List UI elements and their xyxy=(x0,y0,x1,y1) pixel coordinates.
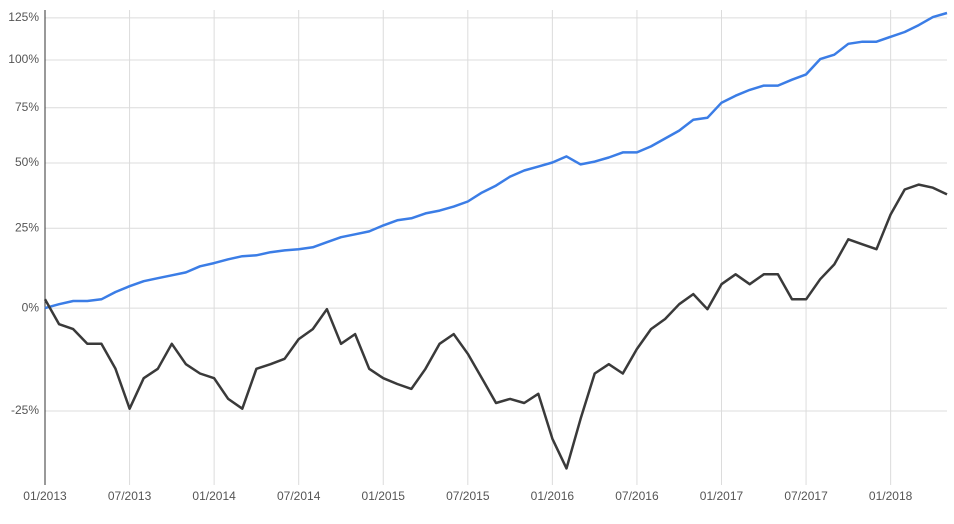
series-line xyxy=(44,11,948,310)
x-tick-label: 07/2017 xyxy=(784,489,828,503)
x-tick-label: 01/2017 xyxy=(700,489,744,503)
y-tick-label: 25% xyxy=(15,220,39,234)
x-tick-label: 01/2014 xyxy=(192,489,236,503)
x-tick-label: 07/2016 xyxy=(615,489,659,503)
y-tick-label: -25% xyxy=(11,403,39,417)
y-tick-label: 0% xyxy=(22,300,40,314)
y-tick-label: 50% xyxy=(15,155,39,169)
y-tick-label: 125% xyxy=(8,10,39,24)
x-tick-label: 07/2013 xyxy=(108,489,152,503)
series-line xyxy=(43,183,948,470)
y-tick-label: 100% xyxy=(8,52,39,66)
x-tick-label: 07/2015 xyxy=(446,489,490,503)
x-tick-label: 01/2015 xyxy=(362,489,406,503)
x-tick-label: 01/2013 xyxy=(23,489,67,503)
x-tick-label: 07/2014 xyxy=(277,489,321,503)
x-tick-label: 01/2016 xyxy=(531,489,575,503)
x-tick-label: 01/2018 xyxy=(869,489,913,503)
y-tick-label: 75% xyxy=(15,100,39,114)
